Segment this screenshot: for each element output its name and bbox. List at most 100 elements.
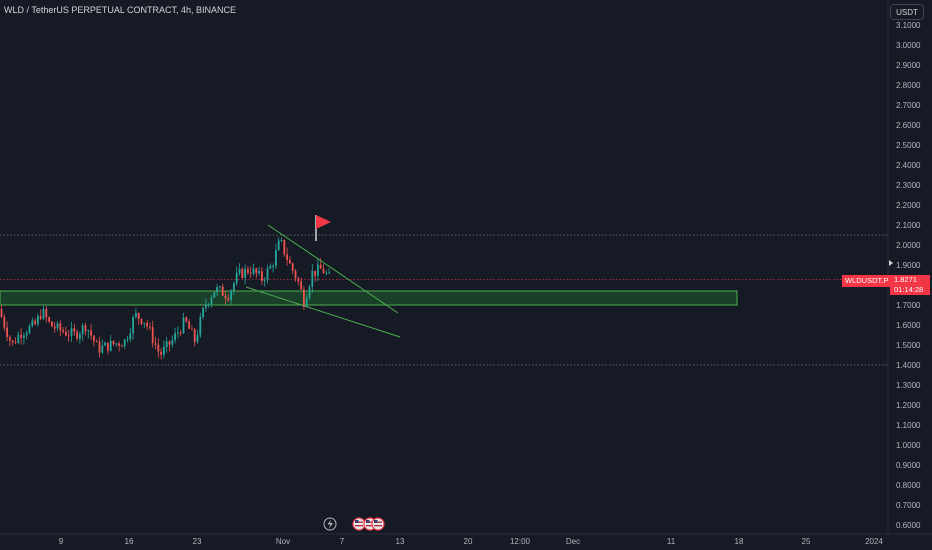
candle-body [319,264,322,269]
candle-body [191,328,193,330]
candle-body [221,286,224,296]
candle-body [252,268,255,274]
candle-body [297,278,300,282]
candle-body [73,328,76,332]
candle-body [0,309,3,318]
us-flag-event-icon [371,517,385,531]
candle-body [272,266,274,268]
candle-body [219,286,221,288]
candle-body [314,270,316,276]
candle-body [157,344,160,352]
candle-body [146,322,148,327]
price-tick-label: 2.4000 [896,161,921,170]
candle-body [230,290,232,301]
trendlines[interactable] [245,224,401,338]
candle-body [328,272,330,274]
candle-body [51,321,53,327]
candle-body [174,333,176,340]
candle-body [275,250,277,267]
candle-body [11,340,14,343]
candle-body [95,341,98,343]
candle-body [67,335,70,337]
price-tick-label: 1.4000 [896,361,921,370]
price-tick-label: 2.8000 [896,81,921,90]
candle-body [115,343,118,345]
flag-marker[interactable] [315,215,331,241]
time-tick-label: 7 [340,537,345,546]
candle-body [308,286,311,298]
price-tick-label: 2.1000 [896,221,921,230]
us-flag-canton [355,520,359,523]
time-tick-label: 11 [667,537,676,546]
us-flag-stripe [366,521,374,523]
price-tick-label: 1.1000 [896,421,921,430]
price-tick-label: 1.7000 [896,301,921,310]
candle-body [123,339,126,347]
candle-body [205,304,207,308]
candle-body [20,334,22,338]
current-price-box: 1.8271 01:14:28 [890,275,930,295]
lower-trendline [245,286,401,338]
candle-body [171,339,174,345]
price-tick-label: 1.2000 [896,401,921,410]
candle-body [84,325,87,332]
price-tick-label: 1.9000 [896,261,921,270]
time-tick-label: Dec [566,537,580,546]
candle-body [255,268,258,274]
candle-body [37,315,39,325]
candle-body [143,322,146,324]
candle-body [266,268,269,280]
candle-body [59,323,62,331]
candle-body [188,321,190,329]
candle-body [45,309,48,318]
price-tick-label: 1.3000 [896,381,921,390]
candle-body [104,342,106,346]
current-price-value: 1.8271 [894,275,917,284]
time-tick-label: 20 [464,537,473,546]
time-tick-label: 9 [59,537,64,546]
candle-body [135,312,137,318]
time-tick-label: 16 [125,537,134,546]
candle-body [193,329,196,342]
candle-body [112,340,115,345]
candle-body [185,317,188,322]
candle-body [87,330,90,332]
price-tick-label: 0.7000 [896,501,921,510]
price-tick-label: 2.0000 [896,241,921,250]
candle-body [126,339,129,341]
lightning-event-icon [323,517,337,531]
candle-body [6,327,8,337]
candle-body [129,333,132,340]
candle-body [199,317,202,336]
candle-body [322,268,325,274]
candle-body [227,298,230,301]
candle-body [311,270,314,287]
time-axis[interactable]: 9 16 23 Nov 7 13 20 12:00 Dec 11 18 25 2024 [0,533,932,546]
candle-body [31,320,34,326]
currency-button[interactable]: USDT [890,4,924,20]
candle-body [283,239,286,255]
event-icons[interactable] [323,517,385,531]
candle-body [42,309,45,319]
support-zone-rect [0,290,738,306]
candle-body [182,317,185,333]
candle-body [163,347,165,355]
candle-body [269,266,272,269]
candle-body [249,272,252,274]
lightning-glyph [327,519,333,529]
candle-body [165,341,168,348]
support-zone[interactable] [0,290,738,306]
candle-body [177,332,179,334]
candle-body [34,320,36,325]
time-tick-label: 12:00 [510,537,531,546]
us-flag-canton [374,520,378,523]
flag-icon [316,215,331,229]
candle-body [300,281,302,290]
candle-body [23,335,25,338]
us-flag-stripe [355,525,363,527]
time-tick-label: 25 [802,537,811,546]
candle-body [202,307,204,318]
price-tick-label: 1.0000 [896,441,921,450]
symbol-price-tag: WLDUSDT.P [842,275,892,287]
